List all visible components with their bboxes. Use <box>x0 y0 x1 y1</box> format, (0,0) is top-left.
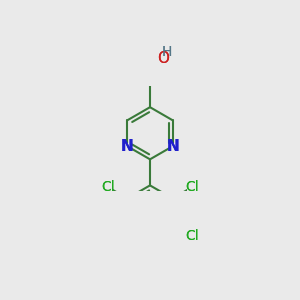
Text: O: O <box>157 51 169 66</box>
Bar <box>103 184 113 191</box>
Text: H: H <box>162 45 172 59</box>
Text: Cl: Cl <box>185 229 199 243</box>
Text: Cl: Cl <box>101 180 115 194</box>
Text: O: O <box>157 51 169 66</box>
Text: H: H <box>162 45 172 59</box>
Bar <box>124 142 131 150</box>
Text: N: N <box>166 139 179 154</box>
Bar <box>159 55 167 62</box>
Bar <box>169 142 176 150</box>
Bar <box>187 232 197 239</box>
Bar <box>187 184 197 191</box>
Text: Cl: Cl <box>101 180 115 194</box>
Text: Cl: Cl <box>185 229 199 243</box>
Text: N: N <box>166 139 179 154</box>
Text: Cl: Cl <box>185 180 199 194</box>
Bar <box>164 49 170 55</box>
Text: N: N <box>121 139 134 154</box>
Text: N: N <box>121 139 134 154</box>
Text: Cl: Cl <box>185 180 199 194</box>
